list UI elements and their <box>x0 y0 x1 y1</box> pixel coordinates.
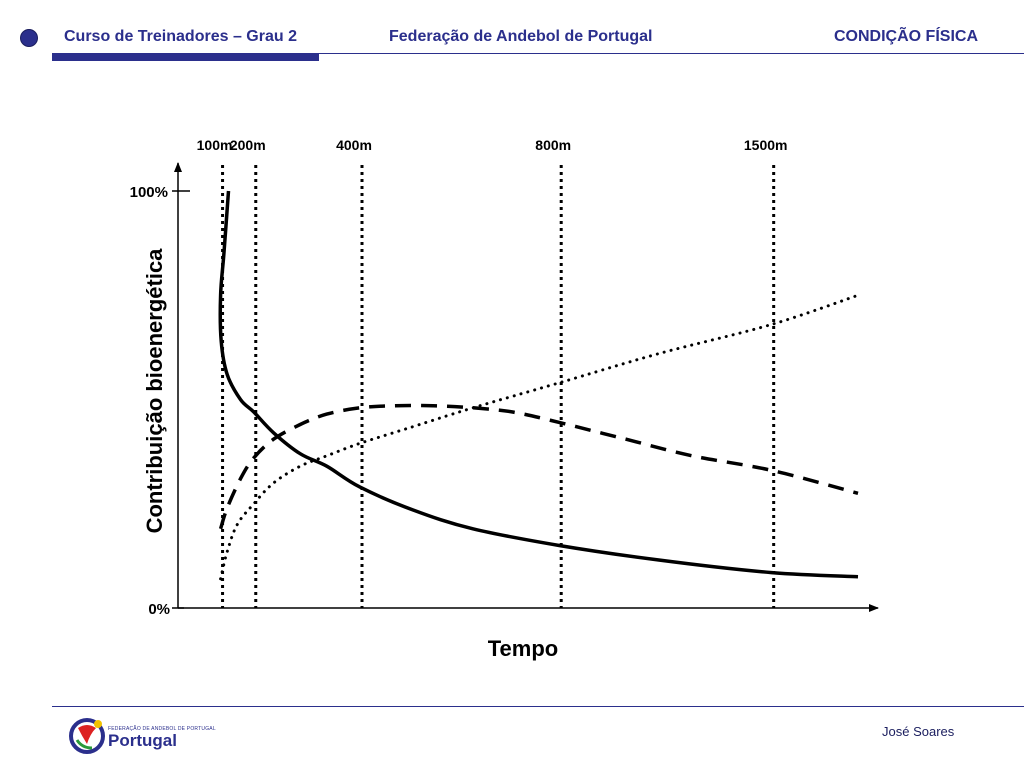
bioenergetic-chart: 100% 0% Contribuição bioenergética Tempo 100… <box>130 137 879 661</box>
course-title: Curso de Treinadores – Grau 2 <box>64 28 297 45</box>
marker-label: 100m <box>197 137 233 153</box>
series-line-dotted <box>219 293 860 581</box>
x-axis-title: Tempo <box>488 636 558 661</box>
header-accent-bar <box>52 54 319 61</box>
marker-label: 800m <box>535 137 571 153</box>
header-bullet <box>20 29 38 47</box>
y-tick-label: 0% <box>148 601 170 618</box>
marker-label: 200m <box>230 137 266 153</box>
logo-small-text: FEDERAÇÃO DE ANDEBOL DE PORTUGAL <box>108 726 216 732</box>
marker-label: 1500m <box>744 137 788 153</box>
marker-label: 400m <box>336 137 372 153</box>
series-line-solid <box>218 190 859 579</box>
footer-rule <box>52 706 1024 707</box>
logo-ball-icon <box>69 718 105 754</box>
header-rule <box>52 53 1024 54</box>
topic-title: CONDIÇÃO FÍSICA <box>834 28 978 45</box>
y-tick-label: 100% <box>130 184 168 201</box>
author-name: José Soares <box>882 724 955 739</box>
federation-title: Federação de Andebol de Portugal <box>389 28 653 45</box>
series-line-dashed <box>218 403 859 530</box>
y-axis-title: Contribuição bioenergética <box>142 248 167 534</box>
federation-logo: FEDERAÇÃO DE ANDEBOL DE PORTUGAL Portuga… <box>68 714 216 758</box>
logo-big-text: Portugal <box>108 731 177 750</box>
